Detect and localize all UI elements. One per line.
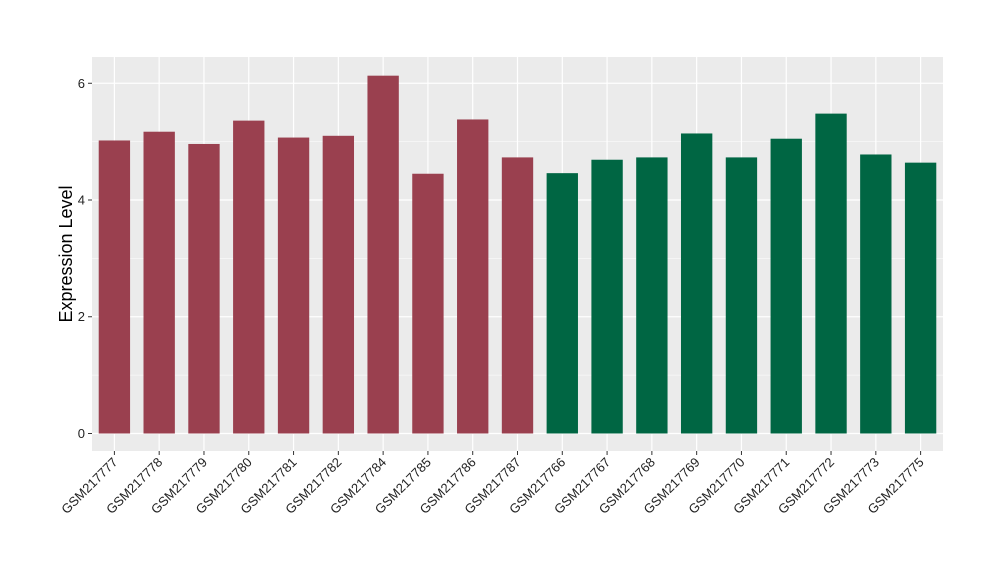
bar-GSM217781 <box>277 137 310 434</box>
bar-GSM217780 <box>233 120 265 434</box>
bar-GSM217768 <box>636 157 668 434</box>
bar-GSM217772 <box>815 113 847 434</box>
bar-GSM217787 <box>501 157 534 434</box>
bar-GSM217766 <box>546 173 578 434</box>
y-tick-label: 4 <box>78 193 85 208</box>
bar-GSM217786 <box>457 119 489 434</box>
y-tick-label: 6 <box>78 76 85 91</box>
bar-GSM217767 <box>591 159 623 434</box>
y-tick-label: 2 <box>78 309 85 324</box>
bar-GSM217778 <box>143 131 175 434</box>
bar-GSM217779 <box>188 143 220 434</box>
bar-GSM217782 <box>322 135 355 434</box>
bar-GSM217773 <box>860 154 892 434</box>
bar-GSM217777 <box>98 140 131 434</box>
bar-GSM217785 <box>412 173 444 434</box>
y-tick-label: 0 <box>78 426 85 441</box>
bar-GSM217769 <box>680 133 713 434</box>
bar-GSM217770 <box>725 157 758 434</box>
bars <box>98 75 937 434</box>
bar-GSM217771 <box>770 138 802 434</box>
y-axis-title: Expression Level <box>56 185 76 322</box>
bar-GSM217775 <box>904 162 937 434</box>
bar-GSM217784 <box>367 75 399 434</box>
